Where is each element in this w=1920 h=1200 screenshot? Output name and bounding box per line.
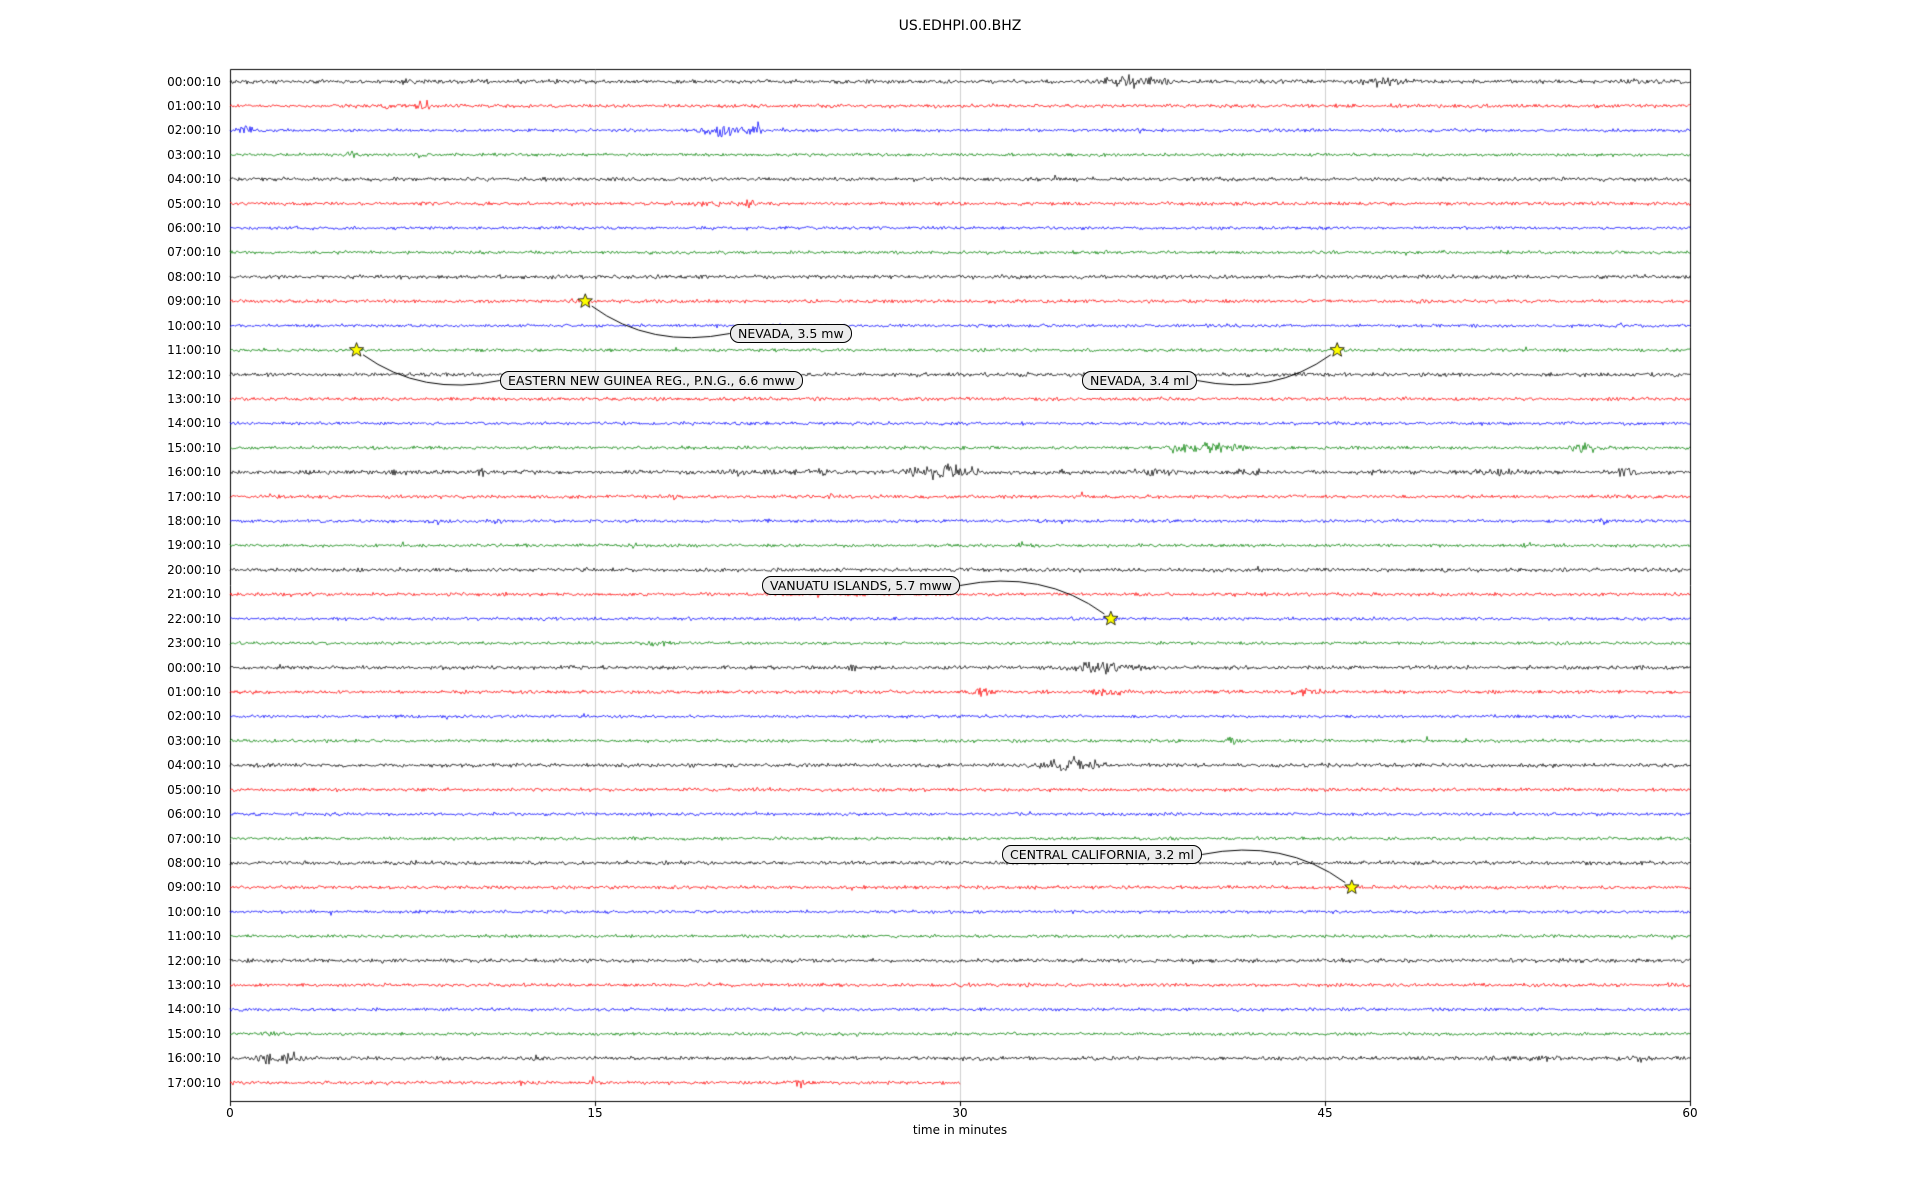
row-time-label: 21:00:10 (167, 587, 221, 602)
row-time-label: 14:00:10 (167, 416, 221, 431)
row-time-label: 17:00:10 (167, 489, 221, 504)
row-time-label: 09:00:10 (167, 294, 221, 309)
x-axis-label: time in minutes (912, 1123, 1008, 1137)
row-time-label: 06:00:10 (167, 221, 221, 236)
row-time-label: 19:00:10 (167, 538, 221, 553)
row-time-label: 06:00:10 (167, 807, 221, 822)
row-time-label: 11:00:10 (167, 343, 221, 358)
row-time-label: 05:00:10 (167, 196, 221, 211)
row-time-label: 14:00:10 (167, 1002, 221, 1017)
row-time-label: 18:00:10 (167, 514, 221, 529)
event-annotation: NEVADA, 3.5 mw (730, 324, 852, 343)
row-time-label: 02:00:10 (167, 709, 221, 724)
row-time-label: 15:00:10 (167, 1026, 221, 1041)
row-time-label: 16:00:10 (167, 1051, 221, 1066)
row-time-label: 17:00:10 (167, 1075, 221, 1090)
row-time-label: 11:00:10 (167, 929, 221, 944)
x-tick-label: 0 (226, 1106, 234, 1120)
row-time-label: 05:00:10 (167, 782, 221, 797)
event-annotation: NEVADA, 3.4 ml (1082, 371, 1197, 390)
event-annotation: EASTERN NEW GUINEA REG., P.N.G., 6.6 mww (500, 371, 803, 390)
row-time-label: 08:00:10 (167, 855, 221, 870)
x-tick-label: 15 (587, 1106, 603, 1120)
row-time-label: 01:00:10 (167, 685, 221, 699)
row-time-label: 16:00:10 (167, 465, 221, 480)
row-time-label: 12:00:10 (167, 953, 221, 968)
row-time-label: 13:00:10 (167, 978, 221, 993)
row-time-label: 15:00:10 (167, 440, 221, 455)
event-annotation: VANUATU ISLANDS, 5.7 mww (762, 576, 960, 595)
row-time-label: 22:00:10 (167, 611, 221, 626)
row-time-label: 20:00:10 (167, 562, 221, 577)
row-time-label: 10:00:10 (167, 904, 221, 919)
row-time-label: 04:00:10 (167, 172, 221, 187)
x-tick-label: 45 (1317, 1106, 1333, 1120)
plot-title: US.EDHPI.00.BHZ (898, 18, 1022, 34)
row-time-label: 13:00:10 (167, 391, 221, 406)
row-time-label: 03:00:10 (167, 733, 221, 748)
x-tick-label: 60 (1682, 1106, 1698, 1120)
row-time-label: 09:00:10 (167, 880, 221, 895)
row-time-label: 03:00:10 (167, 147, 221, 162)
event-annotation: CENTRAL CALIFORNIA, 3.2 ml (1002, 845, 1202, 864)
row-time-label: 23:00:10 (167, 636, 221, 651)
row-time-label: 02:00:10 (167, 123, 221, 138)
row-time-label: 00:00:10 (167, 660, 221, 675)
row-time-label: 10:00:10 (167, 318, 221, 333)
row-time-label: 07:00:10 (167, 831, 221, 846)
row-time-label: 08:00:10 (167, 269, 221, 284)
row-time-label: 04:00:10 (167, 758, 221, 773)
row-time-label: 01:00:10 (167, 98, 221, 113)
row-time-label: 00:00:10 (167, 74, 221, 89)
row-time-label: 12:00:10 (167, 367, 221, 382)
row-time-label: 07:00:10 (167, 245, 221, 260)
x-tick-label: 30 (952, 1106, 968, 1120)
